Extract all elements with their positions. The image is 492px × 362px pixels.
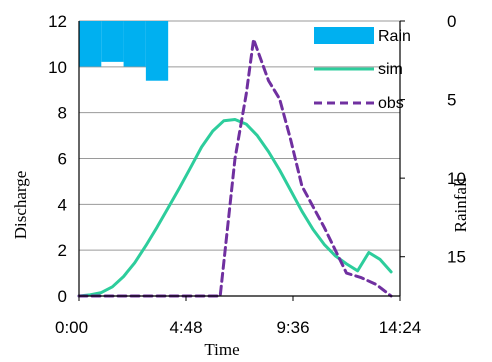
y-tick-label: 2 [58, 241, 67, 260]
y2-tick-label: 5 [447, 91, 456, 110]
legend-swatch-rain [314, 27, 374, 44]
x-axis-label: Time [204, 340, 239, 359]
rain-bar-3 [145, 21, 169, 81]
axes [78, 20, 405, 301]
tick-labels: 0 2 4 6 8 10 12 0:00 4:48 9:36 14:24 0 5 10 15 [48, 12, 466, 337]
y2-axis-label: Rainfall [451, 177, 470, 232]
y-tick-label: 10 [48, 58, 67, 77]
legend-label-obs: obs [378, 95, 404, 112]
y2-tick-label: 10 [447, 169, 466, 188]
x-tick-label: 4:48 [169, 318, 202, 337]
y-axis-label: Discharge [11, 171, 30, 240]
rain-bars [79, 21, 169, 81]
y-tick-label: 0 [58, 287, 67, 306]
series-lines [77, 37, 393, 298]
rain-bar-0 [79, 21, 102, 67]
y-tick-label: 6 [58, 150, 67, 169]
legend-label-sim: sim [378, 61, 403, 78]
y2-tick-label: 0 [447, 12, 456, 31]
rain-bar-2 [123, 21, 146, 67]
x-tick-label: 14:24 [379, 318, 422, 337]
y-tick-label: 8 [58, 104, 67, 123]
y-tick-label: 12 [48, 12, 67, 31]
y2-tick-label: 15 [447, 248, 466, 267]
y-tick-label: 4 [58, 195, 67, 214]
rain-bar-1 [101, 21, 124, 62]
series-line-obs [77, 37, 393, 298]
x-tick-label: 0:00 [55, 318, 88, 337]
legend-label-rain: Rain [378, 28, 411, 45]
legend: Rain sim obs [314, 27, 411, 112]
x-tick-label: 9:36 [276, 318, 309, 337]
